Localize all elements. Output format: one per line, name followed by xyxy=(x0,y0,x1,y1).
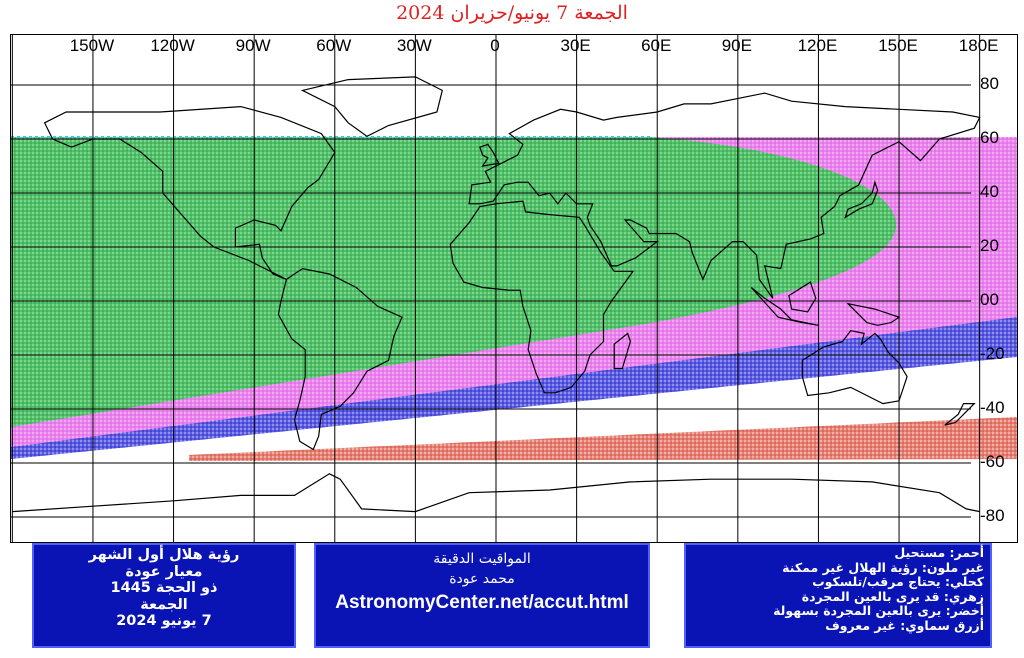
lon-label: 0 xyxy=(490,36,500,55)
coast-north-america xyxy=(43,105,336,280)
world-map xyxy=(10,34,1018,543)
lat-label: 60 xyxy=(980,128,999,147)
map-title: الجمعة 7 يونيو/حزيران 2024 xyxy=(396,2,628,24)
coast-britain xyxy=(479,143,500,167)
lat-label: 40 xyxy=(980,182,999,201)
info-line-2: معيار عودة xyxy=(125,563,203,580)
legend-red: أحمر: مستحيل xyxy=(894,545,984,560)
coast-greenland xyxy=(300,76,443,137)
lon-label: 180E xyxy=(958,36,999,55)
coast-africa xyxy=(449,200,635,394)
coast-madagascar xyxy=(613,332,632,370)
lon-label: 90E xyxy=(721,36,752,55)
legend-cyan: أزرق سماوي: غير معروف xyxy=(825,617,984,633)
legend-green: أخضر: يرى بالعين المجردة بسهولة xyxy=(773,603,984,619)
lon-label: 120E xyxy=(797,36,838,55)
info-line-1: رؤية هلال أول الشهر xyxy=(88,547,240,563)
coast-japan xyxy=(844,180,879,219)
coast-new-zealand xyxy=(944,403,976,426)
lat-label: 80 xyxy=(980,74,999,93)
lat-label: 20 xyxy=(980,236,999,255)
lon-label: 150W xyxy=(69,36,115,55)
lon-label: 90W xyxy=(235,36,271,55)
lon-label: 150E xyxy=(878,36,918,55)
lat-label: -60 xyxy=(980,452,1005,471)
lon-label: 120W xyxy=(150,36,195,55)
coast-south-america xyxy=(277,267,403,451)
info-line-4: الجمعة xyxy=(140,596,188,613)
source-author: محمد عودة xyxy=(449,571,515,587)
info-line-3: ذو الحجة 1445 xyxy=(110,580,218,597)
month-info-box: رؤية هلال أول الشهر معيار عودة ذو الحجة … xyxy=(32,543,296,648)
lat-label: 00 xyxy=(980,290,999,309)
coast-new-guinea xyxy=(846,302,901,326)
lon-label: 30W xyxy=(396,36,432,55)
coast-eurasia xyxy=(468,92,981,299)
coast-indonesia xyxy=(750,287,819,326)
lat-label: -40 xyxy=(980,398,1005,417)
coast-borneo xyxy=(788,281,817,313)
lon-label: 30E xyxy=(560,36,591,55)
lat-label: -20 xyxy=(980,344,1005,363)
legend-pink: زهري: قد يرى بالعين المجردة xyxy=(801,588,984,604)
source-box: المواقيت الدقيقة محمد عودة AstronomyCent… xyxy=(314,543,650,648)
lon-label: 60W xyxy=(316,36,352,55)
info-line-5: 7 يونيو 2024 xyxy=(116,613,212,630)
legend-navy: كحلي: يحتاج مرقب/تلسكوب xyxy=(812,574,984,590)
lat-label: -80 xyxy=(980,506,1005,525)
source-line-1: المواقيت الدقيقة xyxy=(433,551,531,567)
legend-uncolored: غير ملون: رؤية الهلال غير ممكنة xyxy=(782,559,984,575)
coast-antarctica xyxy=(12,473,980,513)
source-url: AstronomyCenter.net/accut.html xyxy=(335,592,629,613)
legend-box: أحمر: مستحيل غير ملون: رؤية الهلال غير م… xyxy=(684,543,992,648)
map-canvas xyxy=(11,35,1017,542)
lon-label: 60E xyxy=(641,36,672,55)
zone-red xyxy=(189,417,1017,461)
